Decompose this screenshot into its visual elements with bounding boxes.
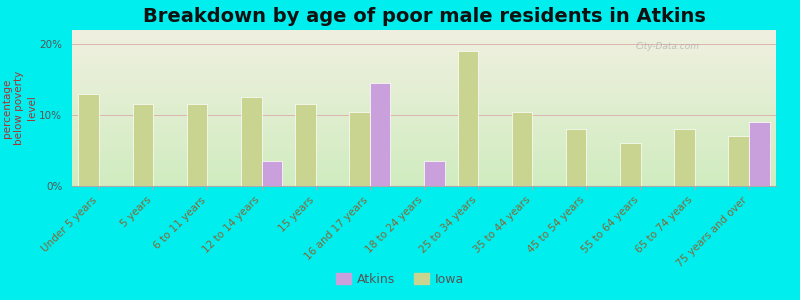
Bar <box>728 136 749 186</box>
Bar <box>424 161 445 186</box>
Bar <box>350 112 370 186</box>
Bar <box>370 83 390 186</box>
Bar <box>78 94 99 186</box>
Bar <box>295 104 316 186</box>
Text: 5 years: 5 years <box>119 195 154 230</box>
Bar <box>241 98 262 186</box>
Bar <box>620 143 641 186</box>
Text: Under 5 years: Under 5 years <box>40 195 99 254</box>
Text: 35 to 44 years: 35 to 44 years <box>472 195 532 256</box>
Text: 45 to 54 years: 45 to 54 years <box>526 195 586 256</box>
Legend: Atkins, Iowa: Atkins, Iowa <box>330 268 470 291</box>
Bar <box>749 122 770 186</box>
Bar <box>262 161 282 186</box>
Bar <box>512 112 532 186</box>
Text: 25 to 34 years: 25 to 34 years <box>418 195 478 256</box>
Text: 12 to 14 years: 12 to 14 years <box>201 195 262 256</box>
Text: 16 and 17 years: 16 and 17 years <box>303 195 370 262</box>
Bar <box>187 104 207 186</box>
Text: 15 years: 15 years <box>277 195 316 234</box>
Bar <box>458 51 478 186</box>
Text: 75 years and over: 75 years and over <box>675 195 749 269</box>
Bar <box>133 104 154 186</box>
Text: City-Data.com: City-Data.com <box>635 42 699 51</box>
Y-axis label: percentage
below poverty
level: percentage below poverty level <box>2 71 37 145</box>
Title: Breakdown by age of poor male residents in Atkins: Breakdown by age of poor male residents … <box>142 7 706 26</box>
Text: 65 to 74 years: 65 to 74 years <box>634 195 694 256</box>
Text: 18 to 24 years: 18 to 24 years <box>363 195 424 256</box>
Bar <box>566 129 586 186</box>
Text: 6 to 11 years: 6 to 11 years <box>152 195 207 251</box>
Bar <box>674 129 694 186</box>
Text: 55 to 64 years: 55 to 64 years <box>580 195 641 256</box>
